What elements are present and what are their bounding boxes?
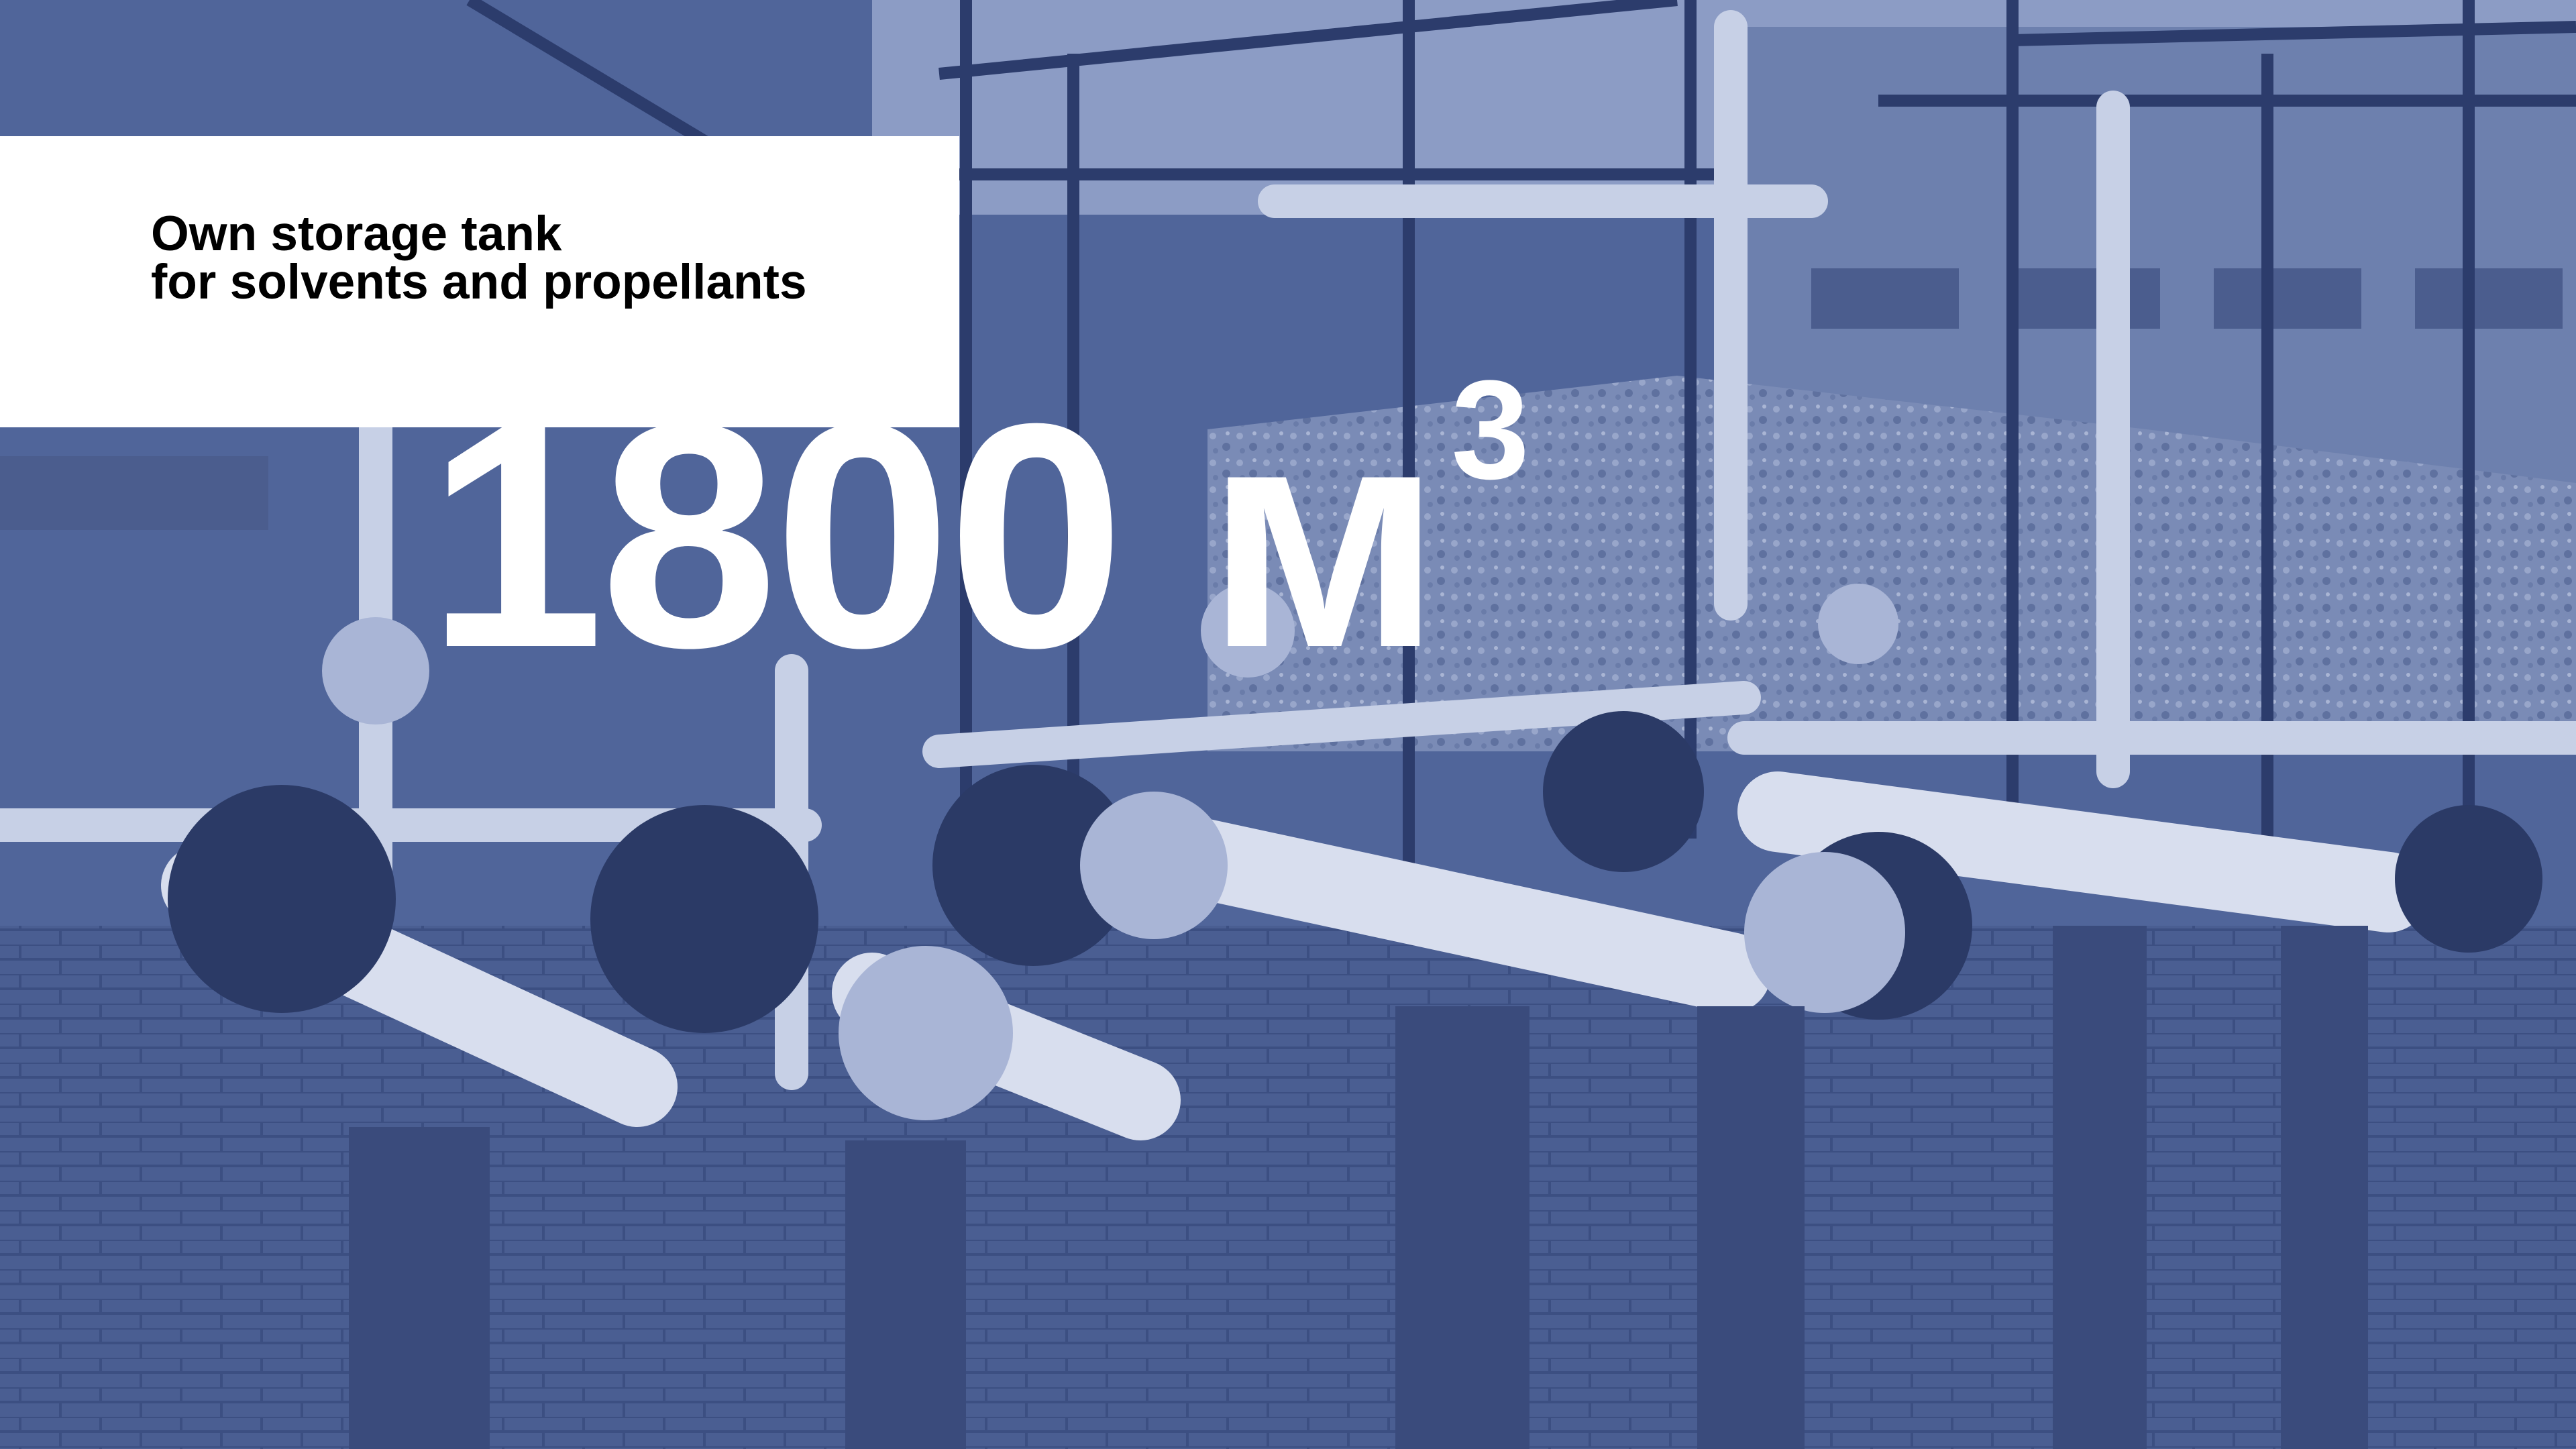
flanges [322,584,1905,1120]
figure-superscript: 3 [1451,351,1530,508]
figure-value: 1800 м [427,357,1442,714]
pipes-upper [0,10,2576,1090]
gravel-pile [1208,376,2576,751]
valves [168,711,2542,1033]
headline-figure: 1800 м3 [427,360,1529,696]
caption-line: Own storage tank [151,207,562,261]
caption: Own storage tank for solvents and propel… [151,207,807,309]
supports [349,926,2368,1449]
windows [0,268,2563,530]
scaffolding [466,0,2576,872]
caption-box: Own storage tank for solvents and propel… [0,136,959,427]
caption-line: for solvents and propellants [151,255,807,309]
